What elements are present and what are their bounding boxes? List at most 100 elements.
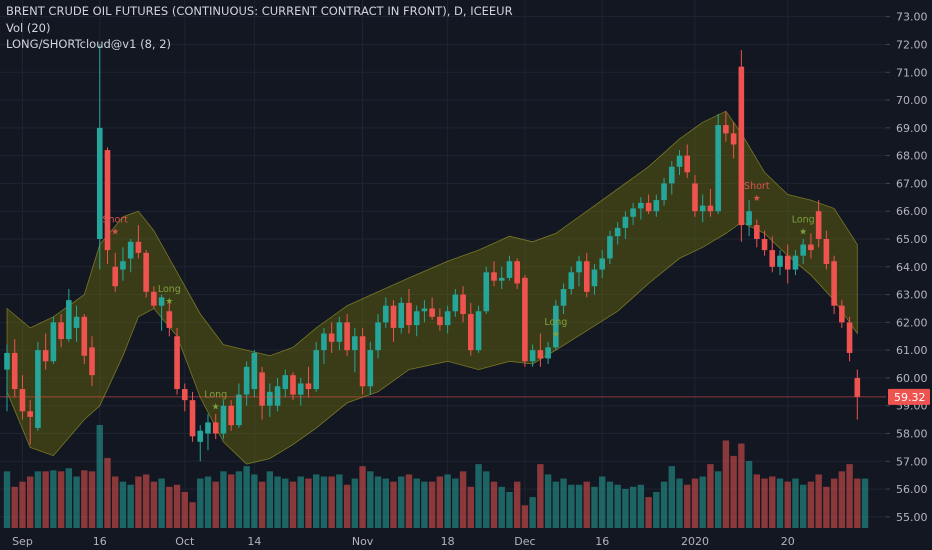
candle[interactable]	[645, 194, 652, 214]
candle[interactable]	[205, 414, 211, 451]
candle[interactable]	[429, 297, 435, 320]
candle[interactable]	[158, 294, 165, 331]
candle[interactable]	[282, 369, 289, 398]
candle[interactable]	[50, 316, 57, 365]
candle[interactable]	[622, 211, 629, 239]
candle[interactable]	[599, 250, 606, 278]
candle[interactable]	[375, 314, 381, 359]
candle[interactable]	[297, 377, 304, 406]
candle[interactable]	[344, 314, 350, 356]
candle[interactable]	[553, 300, 559, 351]
candle[interactable]	[181, 383, 188, 412]
candle[interactable]	[661, 177, 667, 206]
candle[interactable]	[576, 255, 582, 287]
candle[interactable]	[514, 258, 520, 290]
candle[interactable]	[483, 266, 490, 315]
candle[interactable]	[839, 300, 845, 328]
candle[interactable]	[421, 300, 428, 323]
candle[interactable]	[313, 341, 319, 392]
candle[interactable]	[630, 202, 636, 226]
candle[interactable]	[684, 144, 691, 178]
price-axis[interactable]: 55.0056.0057.0058.0059.0060.0061.0062.00…	[886, 0, 932, 550]
candle[interactable]	[104, 147, 111, 264]
candle[interactable]	[212, 414, 219, 440]
candle[interactable]	[305, 366, 312, 398]
candle[interactable]	[730, 122, 737, 159]
candle[interactable]	[120, 247, 126, 281]
candle[interactable]	[66, 289, 72, 342]
candle[interactable]	[583, 252, 590, 298]
candle[interactable]	[390, 300, 397, 342]
candle[interactable]	[27, 400, 33, 445]
candle[interactable]	[251, 350, 258, 398]
candle[interactable]	[359, 327, 366, 395]
candle[interactable]	[112, 252, 119, 292]
candle[interactable]	[723, 111, 729, 142]
candle[interactable]	[4, 344, 10, 412]
candle[interactable]	[506, 255, 513, 281]
candle[interactable]	[290, 372, 296, 401]
candle[interactable]	[336, 316, 343, 351]
candle[interactable]	[699, 194, 706, 223]
candle[interactable]	[784, 244, 791, 284]
candle[interactable]	[668, 161, 675, 195]
candle[interactable]	[529, 344, 536, 367]
candle[interactable]	[35, 341, 41, 431]
candle[interactable]	[398, 297, 405, 334]
candle[interactable]	[321, 327, 327, 365]
candle[interactable]	[367, 341, 374, 395]
candle[interactable]	[143, 250, 149, 298]
time-axis[interactable]: Sep 16 Oct 14 Nov 18 Dec 16 2020 20	[0, 528, 932, 550]
candle[interactable]	[792, 250, 799, 276]
candle[interactable]	[274, 377, 281, 412]
candle[interactable]	[267, 383, 273, 417]
candle[interactable]	[413, 305, 420, 337]
candle[interactable]	[189, 391, 196, 442]
candle[interactable]	[228, 400, 234, 431]
candle[interactable]	[854, 369, 861, 420]
candle[interactable]	[42, 333, 49, 370]
candle[interactable]	[220, 400, 227, 440]
cloud-indicator-label[interactable]: LONG/SHORTcloud@v1 (8, 2)	[6, 37, 171, 51]
candle[interactable]	[545, 341, 551, 365]
candle[interactable]	[707, 188, 714, 217]
candle[interactable]	[568, 266, 575, 295]
volume-indicator-label[interactable]: Vol (20)	[6, 21, 51, 35]
candle[interactable]	[460, 286, 466, 323]
candle[interactable]	[382, 297, 389, 328]
candle[interactable]	[754, 219, 760, 248]
candle[interactable]	[73, 305, 80, 342]
candle[interactable]	[81, 314, 88, 365]
candle[interactable]	[236, 383, 242, 428]
candle[interactable]	[174, 327, 180, 395]
candle[interactable]	[800, 238, 806, 264]
candle[interactable]	[259, 366, 265, 420]
candle[interactable]	[769, 236, 776, 273]
candle[interactable]	[475, 305, 482, 353]
candle[interactable]	[823, 230, 830, 270]
candle[interactable]	[468, 302, 474, 356]
candle[interactable]	[522, 275, 528, 367]
candle[interactable]	[846, 316, 853, 362]
candle[interactable]	[676, 150, 683, 176]
candle[interactable]	[444, 305, 451, 334]
candle[interactable]	[11, 339, 18, 398]
candle[interactable]	[715, 113, 721, 214]
candle[interactable]	[328, 322, 335, 353]
candle[interactable]	[197, 425, 204, 462]
candle[interactable]	[591, 264, 598, 295]
candle[interactable]	[406, 289, 412, 334]
candle[interactable]	[127, 238, 134, 273]
candle[interactable]	[498, 266, 505, 290]
candle[interactable]	[452, 289, 459, 317]
candle[interactable]	[692, 175, 698, 217]
candle[interactable]	[58, 314, 64, 348]
candle[interactable]	[614, 222, 621, 245]
candle[interactable]	[166, 300, 173, 337]
candle[interactable]	[437, 308, 443, 331]
candle[interactable]	[243, 361, 250, 406]
candle[interactable]	[815, 200, 822, 248]
candle[interactable]	[96, 44, 103, 270]
candle[interactable]	[19, 375, 26, 420]
